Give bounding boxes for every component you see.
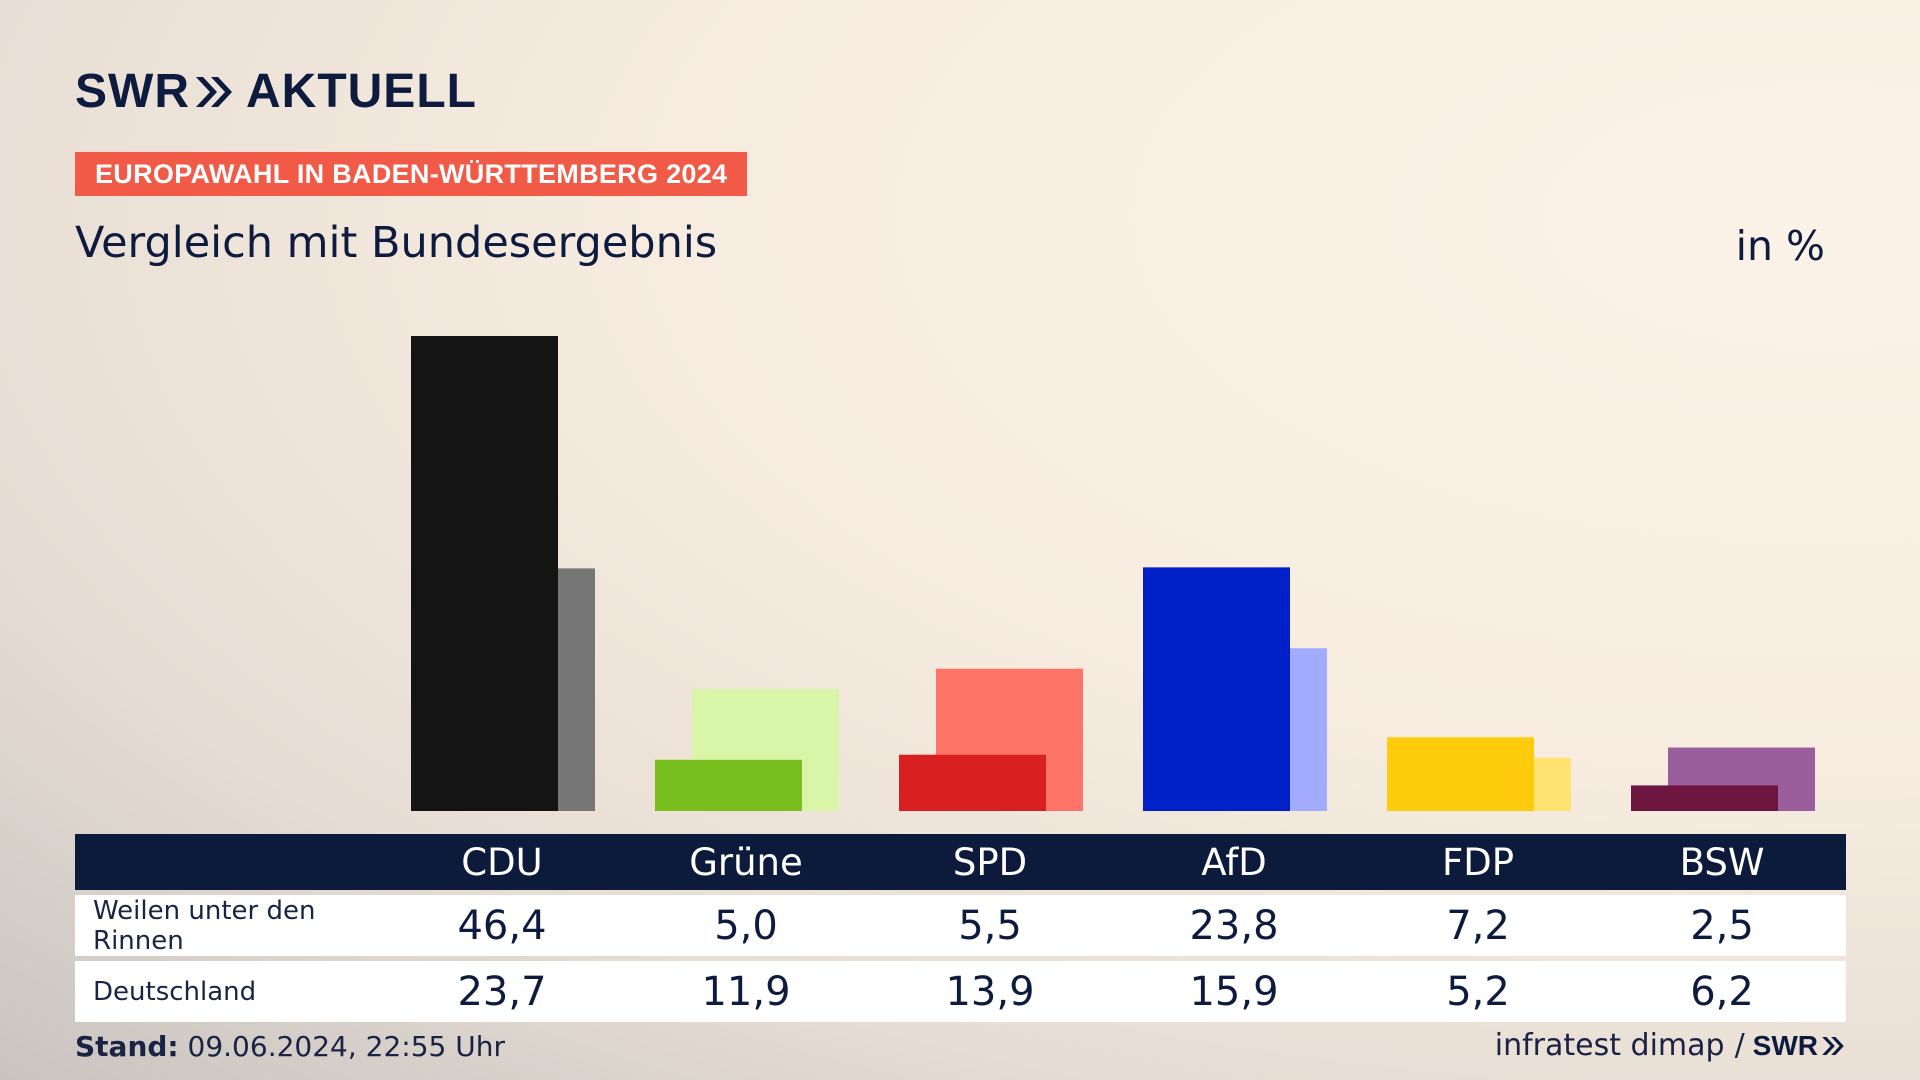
source-credit: infratest dimap / SWR	[1495, 1028, 1845, 1063]
party-header-spd: SPD	[952, 840, 1028, 884]
bar-weilen-afd	[1143, 567, 1290, 811]
party-header-cells: CDU Grüne SPD AfD FDP BSW	[395, 834, 1846, 890]
bar-weilen-spd	[899, 754, 1046, 811]
party-header-gr-ne: Grüne	[689, 840, 803, 884]
election-badge: EUROPAWAHL IN BADEN-WÜRTTEMBERG 2024	[75, 152, 748, 196]
row-label: Weilen unter den Rinnen	[93, 895, 316, 956]
chart-subtitle: Vergleich mit Bundesergebnis	[75, 218, 718, 268]
value-weilen-bsw: 2,5	[1690, 902, 1754, 949]
stand-label: Stand:	[75, 1030, 179, 1063]
table-header: CDU Grüne SPD AfD FDP BSW	[75, 834, 1846, 890]
footer-logo-text: SWR	[1752, 1029, 1818, 1061]
brand-swr: SWR	[75, 65, 190, 118]
unit-label: in %	[1735, 222, 1825, 270]
bar-weilen-cdu	[411, 336, 558, 811]
double-chevron-icon	[195, 77, 232, 107]
table-row: Weilen unter den Rinnen 46,4 5,0 5,5 23,8 7,…	[75, 895, 1846, 956]
value-deutschland-spd: 13,9	[945, 968, 1035, 1015]
party-header-bsw: BSW	[1679, 840, 1765, 884]
value-weilen-spd: 5,5	[958, 902, 1022, 949]
value-deutschland-bsw: 6,2	[1690, 968, 1754, 1015]
value-weilen-afd: 23,8	[1189, 902, 1279, 949]
value-weilen-fdp: 7,2	[1446, 902, 1510, 949]
results-table: CDU Grüne SPD AfD FDP BSW Weilen unter den Ri…	[75, 834, 1846, 1022]
value-deutschland-afd: 15,9	[1189, 968, 1279, 1015]
bar-chart	[411, 336, 1815, 811]
row-value-cells: 46,4 5,0 5,5 23,8 7,2 2,5	[395, 895, 1846, 956]
row-value-cells: 23,7 11,9 13,9 15,9 5,2 6,2	[395, 961, 1846, 1022]
bar-weilen-bsw	[1631, 785, 1778, 811]
double-chevron-icon	[1822, 1036, 1844, 1055]
value-deutschland-gr-ne: 11,9	[701, 968, 791, 1015]
swr-footer-logo: SWR	[1753, 1030, 1845, 1062]
swr-aktuell-logo: SWR AKTUELL	[75, 68, 477, 116]
party-header-cdu: CDU	[461, 840, 543, 884]
brand-aktuell: AKTUELL	[245, 65, 477, 118]
bar-weilen-gr-ne	[655, 759, 802, 811]
party-header-fdp: FDP	[1441, 840, 1515, 884]
party-header-afd: AfD	[1201, 840, 1267, 884]
value-weilen-gr-ne: 5,0	[714, 902, 778, 949]
source-name: infratest dimap	[1494, 1028, 1725, 1063]
source-separator: /	[1734, 1028, 1745, 1063]
table-row: Deutschland 23,7 11,9 13,9 15,9 5,2 6,2	[75, 961, 1846, 1022]
value-deutschland-cdu: 23,7	[457, 968, 547, 1015]
value-weilen-cdu: 46,4	[457, 902, 547, 949]
value-deutschland-fdp: 5,2	[1446, 968, 1510, 1015]
bar-weilen-fdp	[1387, 737, 1534, 811]
row-label: Deutschland	[93, 976, 257, 1007]
timestamp: Stand: 09.06.2024, 22:55 Uhr	[75, 1030, 505, 1063]
stand-value: 09.06.2024, 22:55 Uhr	[187, 1030, 505, 1063]
